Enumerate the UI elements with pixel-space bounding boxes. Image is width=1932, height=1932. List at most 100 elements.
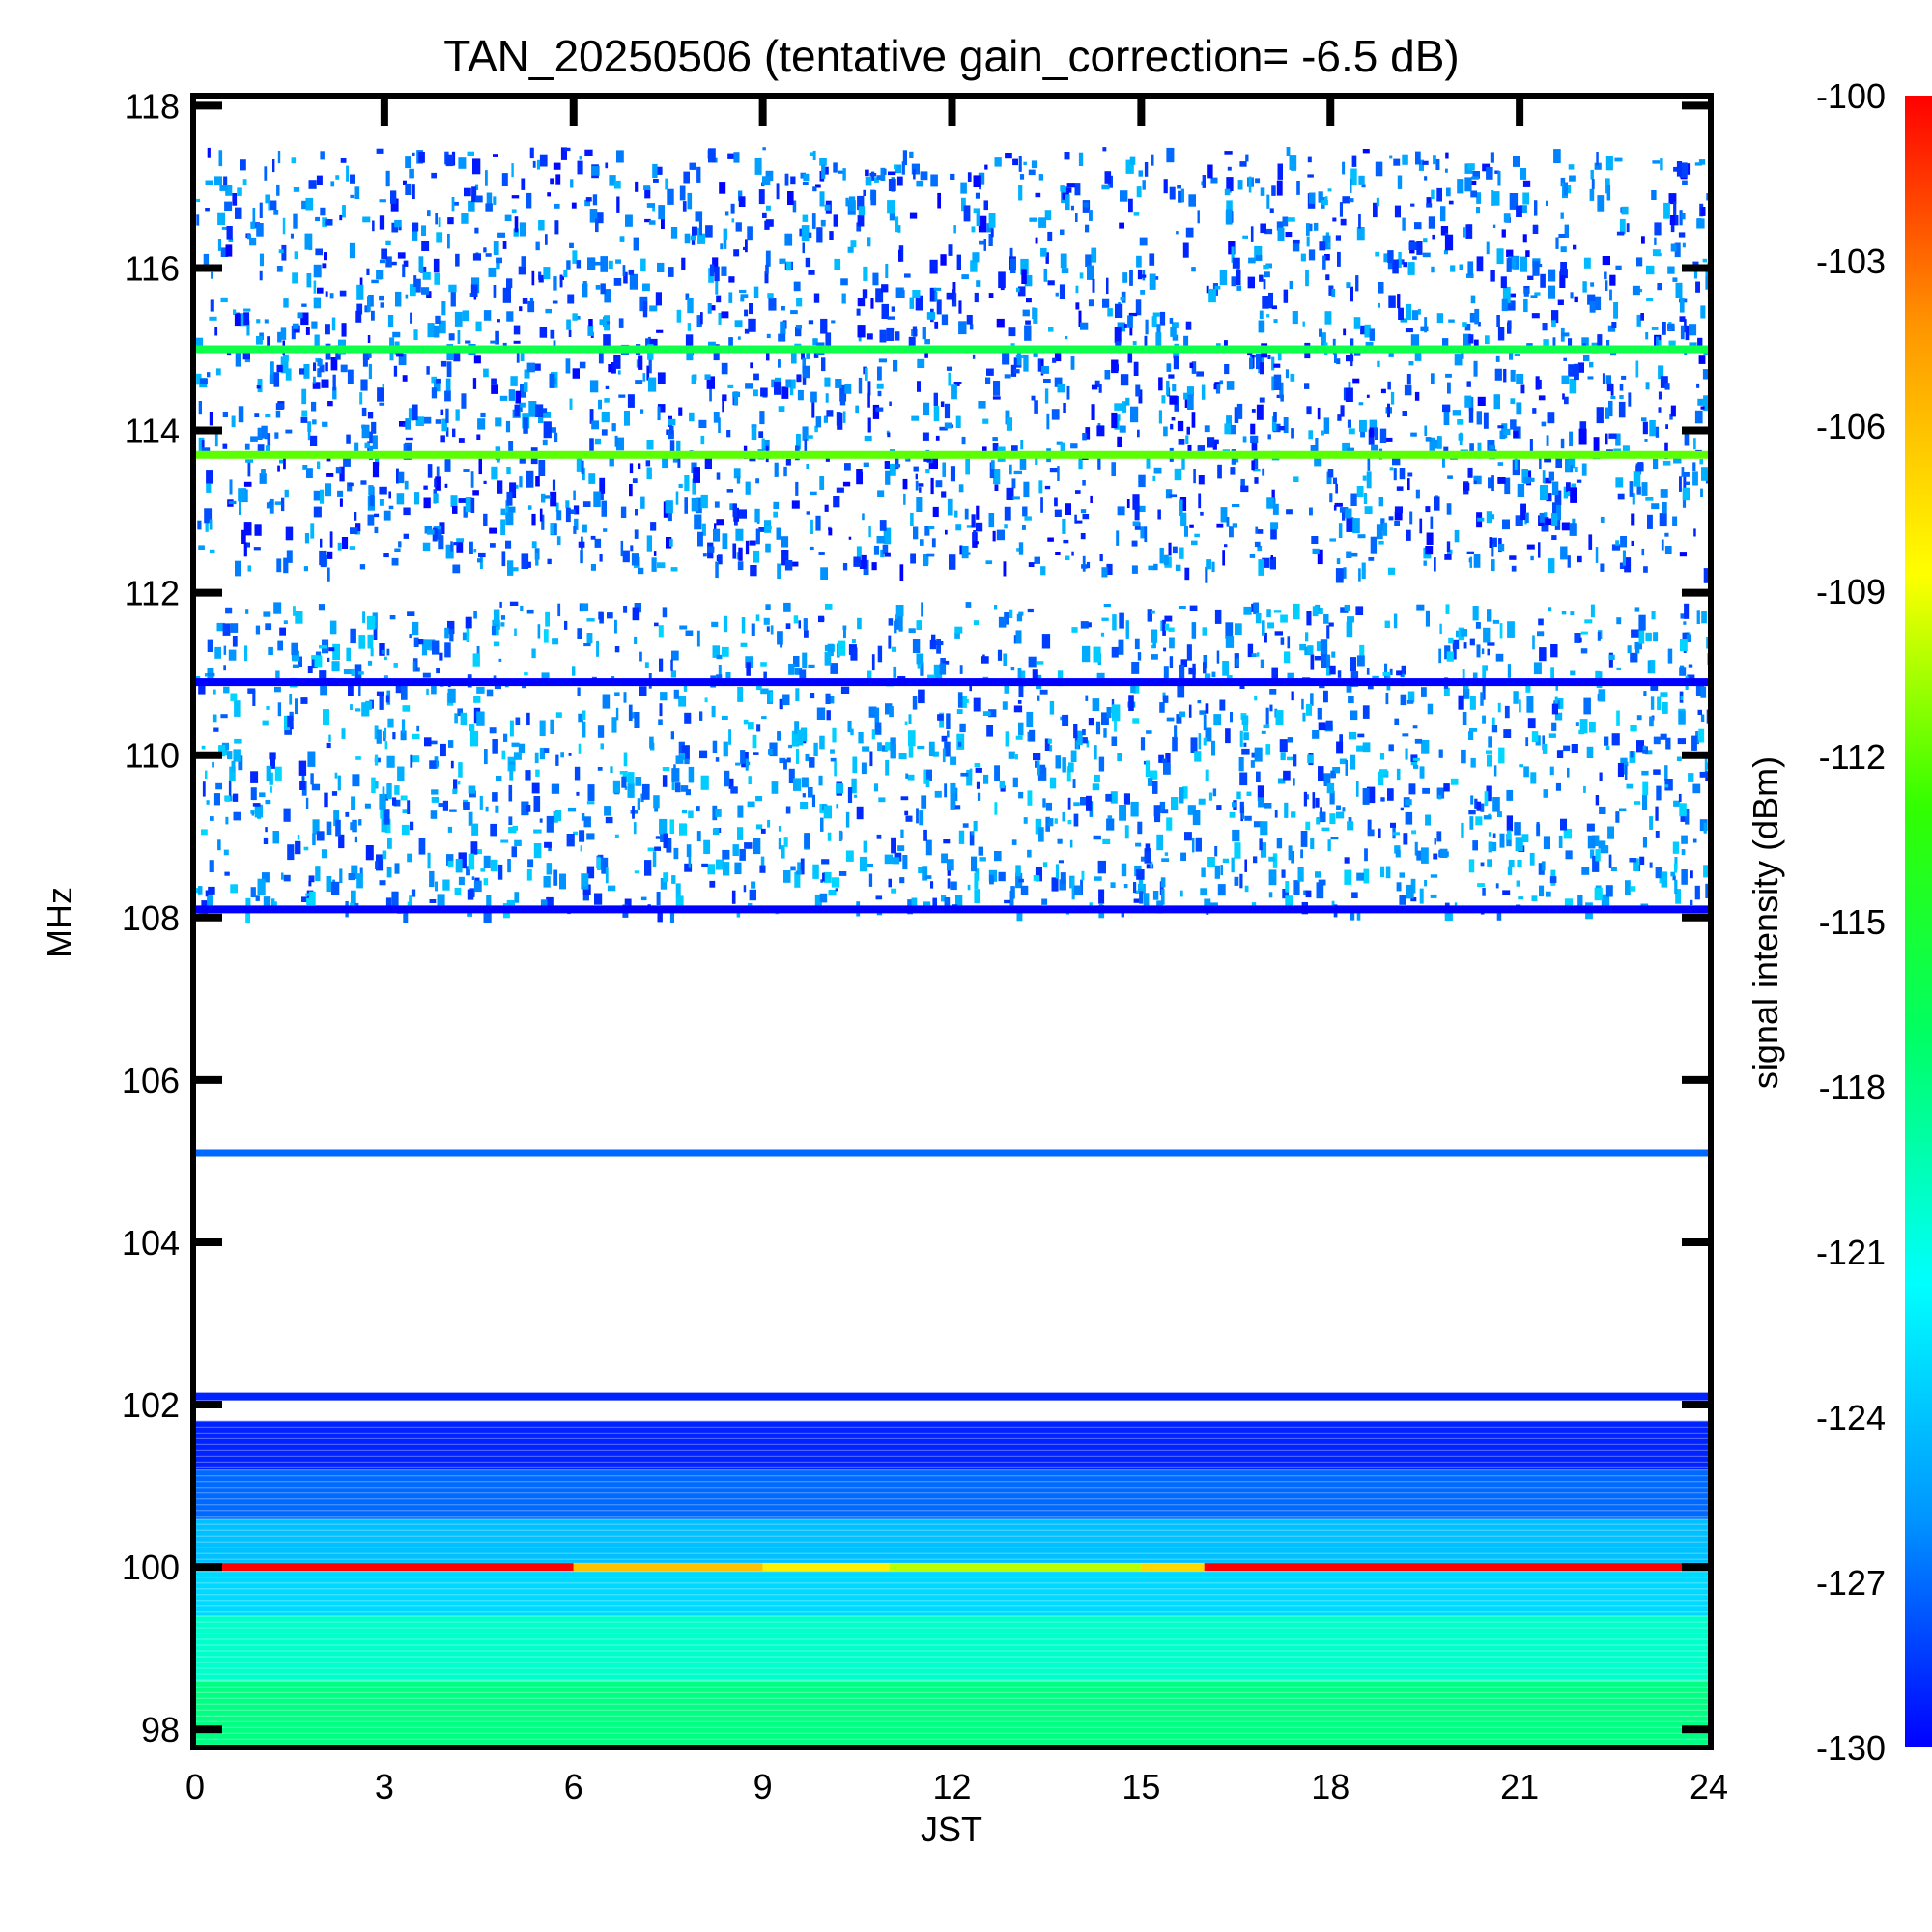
heatmap-cell (771, 781, 779, 794)
heatmap-cell (1065, 555, 1070, 560)
heatmap-cell (202, 781, 206, 797)
heatmap-cell (1360, 325, 1368, 335)
heatmap-cell (1037, 695, 1040, 701)
heatmap-cell (1380, 388, 1386, 394)
heatmap-cell (1439, 623, 1442, 635)
heatmap-cell (946, 366, 952, 371)
heatmap-cell (1153, 276, 1159, 280)
band-fill (195, 1680, 1709, 1746)
heatmap-cell (1095, 721, 1101, 735)
heatmap-cell (735, 762, 741, 766)
heatmap-cell (1425, 814, 1431, 826)
heatmap-cell (205, 521, 209, 532)
heatmap-cell (1579, 719, 1588, 734)
heatmap-cell (1144, 526, 1148, 543)
heatmap-cell (788, 664, 795, 675)
heatmap-cell (1580, 631, 1588, 635)
heatmap-cell (701, 863, 708, 867)
heatmap-cell (310, 523, 315, 539)
heatmap-cell (712, 257, 719, 273)
heatmap-cell (1490, 152, 1494, 163)
heatmap-cell (1350, 179, 1352, 193)
heatmap-cell (1006, 487, 1014, 500)
heatmap-cell (1546, 493, 1552, 502)
heatmap-cell (1232, 257, 1240, 269)
heatmap-cell (433, 325, 440, 338)
heatmap-cell (304, 233, 313, 250)
heatmap-cell (715, 859, 724, 870)
heatmap-cell (257, 878, 266, 895)
heatmap-cell (499, 601, 502, 608)
heatmap-cell (1312, 792, 1316, 809)
band-stripe (195, 1627, 1709, 1629)
heatmap-cell (262, 720, 269, 726)
heatmap-cell (658, 205, 665, 220)
heatmap-cell (933, 392, 938, 406)
heatmap-cell (1340, 607, 1349, 613)
heatmap-cell (1280, 637, 1285, 645)
heatmap-cell (581, 603, 589, 611)
heatmap-cell (539, 154, 548, 167)
heatmap-cell (1511, 565, 1517, 572)
heatmap-cell (760, 856, 765, 868)
heatmap-cell (1254, 245, 1263, 261)
heatmap-cell (1697, 337, 1703, 350)
heatmap-cell (1448, 319, 1455, 323)
heatmap-cell (991, 460, 995, 469)
heatmap-cell (650, 522, 657, 531)
heatmap-cell (539, 747, 545, 760)
heatmap-cell (1190, 737, 1198, 753)
heatmap-cell (912, 639, 921, 653)
heatmap-cell (1115, 303, 1123, 318)
heatmap-cell (1396, 768, 1401, 781)
heatmap-cell (1701, 611, 1707, 624)
heatmap-cell (497, 319, 500, 323)
heatmap-cell (1659, 513, 1667, 527)
heatmap-cell (309, 891, 316, 906)
heatmap-cell (447, 620, 455, 635)
heatmap-cell (1103, 728, 1107, 738)
heatmap-cell (793, 778, 802, 791)
heatmap-cell (1224, 364, 1230, 375)
heatmap-cell (1125, 397, 1130, 406)
heatmap-cell (1129, 270, 1133, 286)
heatmap-cell (364, 442, 370, 449)
heatmap-cell (1045, 252, 1049, 264)
heatmap-cell (1678, 710, 1686, 724)
heatmap-cell (259, 792, 266, 798)
heatmap-cell (290, 233, 294, 239)
heatmap-cell (791, 730, 800, 747)
heatmap-cell (1293, 778, 1295, 786)
heatmap-cell (1287, 756, 1293, 761)
heatmap-cell (609, 456, 614, 467)
heatmap-cell (476, 711, 485, 726)
heatmap-cell (1123, 793, 1130, 805)
heatmap-cell (669, 538, 673, 547)
heatmap-cell (434, 478, 437, 488)
heatmap-cell (684, 497, 688, 514)
heatmap-cell (543, 267, 551, 280)
heatmap-cell (1595, 670, 1601, 680)
heatmap-cell (492, 739, 498, 754)
heatmap-cell (1530, 555, 1534, 561)
heatmap-cell (992, 530, 996, 542)
heatmap-cell (1653, 458, 1659, 469)
heatmap-cell (881, 284, 889, 293)
band-stripe (195, 1621, 1709, 1623)
heatmap-cell (1350, 168, 1357, 185)
heatmap-cell (640, 496, 645, 509)
heatmap-cell (1231, 276, 1236, 287)
heatmap-cell (797, 389, 804, 401)
heatmap-cell (577, 687, 581, 696)
heatmap-cell (434, 272, 440, 285)
heatmap-cell (393, 663, 398, 668)
heatmap-cell (1577, 895, 1583, 907)
heatmap-cell (1219, 270, 1228, 285)
heatmap-cell (252, 690, 256, 706)
heatmap-cell (483, 907, 492, 923)
heatmap-cell (1057, 384, 1065, 393)
heatmap-cell (305, 893, 311, 896)
heatmap-cell (822, 166, 829, 175)
heatmap-cell (1590, 604, 1595, 618)
heatmap-cell (1131, 662, 1140, 674)
